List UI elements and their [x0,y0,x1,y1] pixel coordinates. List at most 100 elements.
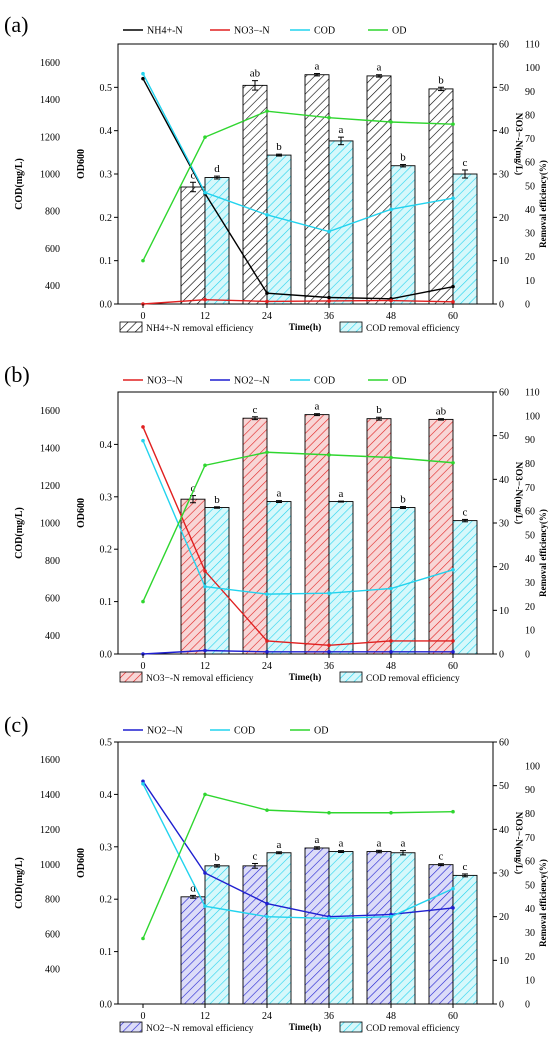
y-tick-label: 0.5 [100,83,113,94]
series-point [265,109,269,113]
bar [390,507,416,655]
series-point [265,299,269,304]
series-line [142,73,454,233]
bottom-legend: NH4+-N removal efficiency COD removal eff… [119,321,460,334]
y-tick-label: 10 [499,956,509,967]
series-point [265,450,269,455]
series-point [203,569,207,573]
y-tick-label: 0.3 [100,492,113,503]
x-tick-label: 36 [324,661,334,672]
bar [204,865,230,1005]
legend-bar-swatch [339,671,363,683]
bar [366,75,392,305]
significance-letter: a [315,834,320,846]
bar [390,165,416,305]
series-point [265,291,269,295]
cod-tick-label: 1400 [40,444,60,455]
significance-letter: b [400,152,406,164]
series-line [142,78,454,300]
removal-tick-label: 20 [525,602,535,613]
y-tick-label: 50 [499,431,509,442]
legend-label: OD [392,376,406,387]
significance-letter: a [277,488,282,500]
significance-letter: d [190,882,196,894]
significance-letter: b [276,141,282,153]
legend-label: COD removal efficiency [366,1023,460,1034]
series-point [451,567,455,572]
x-tick-label: 24 [262,661,272,672]
legend-label: NO2−-N [147,726,183,737]
y-tick-label: 0.1 [100,947,113,958]
x-tick-label: 36 [324,1011,334,1022]
nitrogen-axis-label: NO3−-N(mg/L) [513,113,524,175]
significance-letter: c [463,506,468,518]
x-tick-label: 12 [200,311,210,322]
x-tick-label: 60 [448,1011,458,1022]
significance-letter: b [400,494,406,506]
cod-tick-label: 1200 [40,132,60,143]
cod-tick-label: 1000 [40,860,60,871]
legend-bar-swatch [119,671,143,683]
significance-letter: d [214,163,220,175]
legend-label: OD [392,26,406,37]
significance-letter: b [214,494,220,506]
y-tick-label: 0.3 [100,170,113,181]
series-point [327,591,331,595]
y-tick-label: 40 [499,126,509,137]
top-legend: NH4+-N NO3−-N COD OD [123,26,406,37]
y-tick-label: 60 [499,738,509,749]
series-point [451,906,455,910]
top-legend: NO3−-N NO2−-N COD OD [123,376,406,387]
removal-tick-label: 20 [525,252,535,263]
significance-letter: c [439,851,444,863]
y-tick-label: 30 [499,170,509,181]
x-tick-label: 24 [262,1011,272,1022]
y-tick-label: 0.2 [100,895,113,906]
bar [452,520,478,655]
series-point [451,650,455,654]
cod-tick-label: 1000 [40,519,60,530]
y-tick-label: 0.4 [100,440,113,451]
series-point [203,190,207,195]
series-point [203,463,207,468]
removal-tick-label: 10 [525,276,535,287]
y-tick-label: 0.1 [100,256,113,267]
series-point [451,284,455,289]
series-point [451,809,455,814]
x-axis-label: Time(h) [289,322,322,333]
bar [180,896,206,1005]
bar [328,851,354,1005]
series-point [327,453,331,457]
series-line [142,649,453,655]
od-axis-label: OD600 [76,498,87,528]
y-tick-label: 0 [499,650,504,661]
removal-tick-label: 50 [525,181,535,192]
cod-tick-label: 400 [45,631,60,642]
significance-letter: a [277,839,282,851]
significance-letter: c [191,169,196,181]
bar [266,852,292,1005]
x-tick-label: 48 [386,1011,396,1022]
significance-letter: c [463,861,468,873]
bar [428,864,454,1005]
removal-tick-label: 60 [525,158,535,169]
removal-tick-label: 40 [525,205,535,216]
legend-bar-swatch [339,1021,363,1033]
series-point [327,299,331,303]
significance-letter: b [376,404,382,416]
legend-label: OD [314,726,328,737]
legend-label: NO2−-N removal efficiency [146,1023,254,1034]
series-line [142,451,454,602]
bar [304,74,330,305]
removal-tick-label: 70 [525,134,535,145]
legend-label: COD [314,376,335,387]
od-axis-label: OD600 [76,848,87,878]
y-tick-label: 10 [499,606,509,617]
series-point [141,71,145,76]
removal-tick-label: 70 [525,483,535,494]
nitrogen-axis-label: NO3−-N(mg/L) [513,462,524,524]
series-point [265,213,269,217]
y-tick-label: 0.2 [100,213,113,224]
y-tick-label: 0.4 [100,126,113,137]
